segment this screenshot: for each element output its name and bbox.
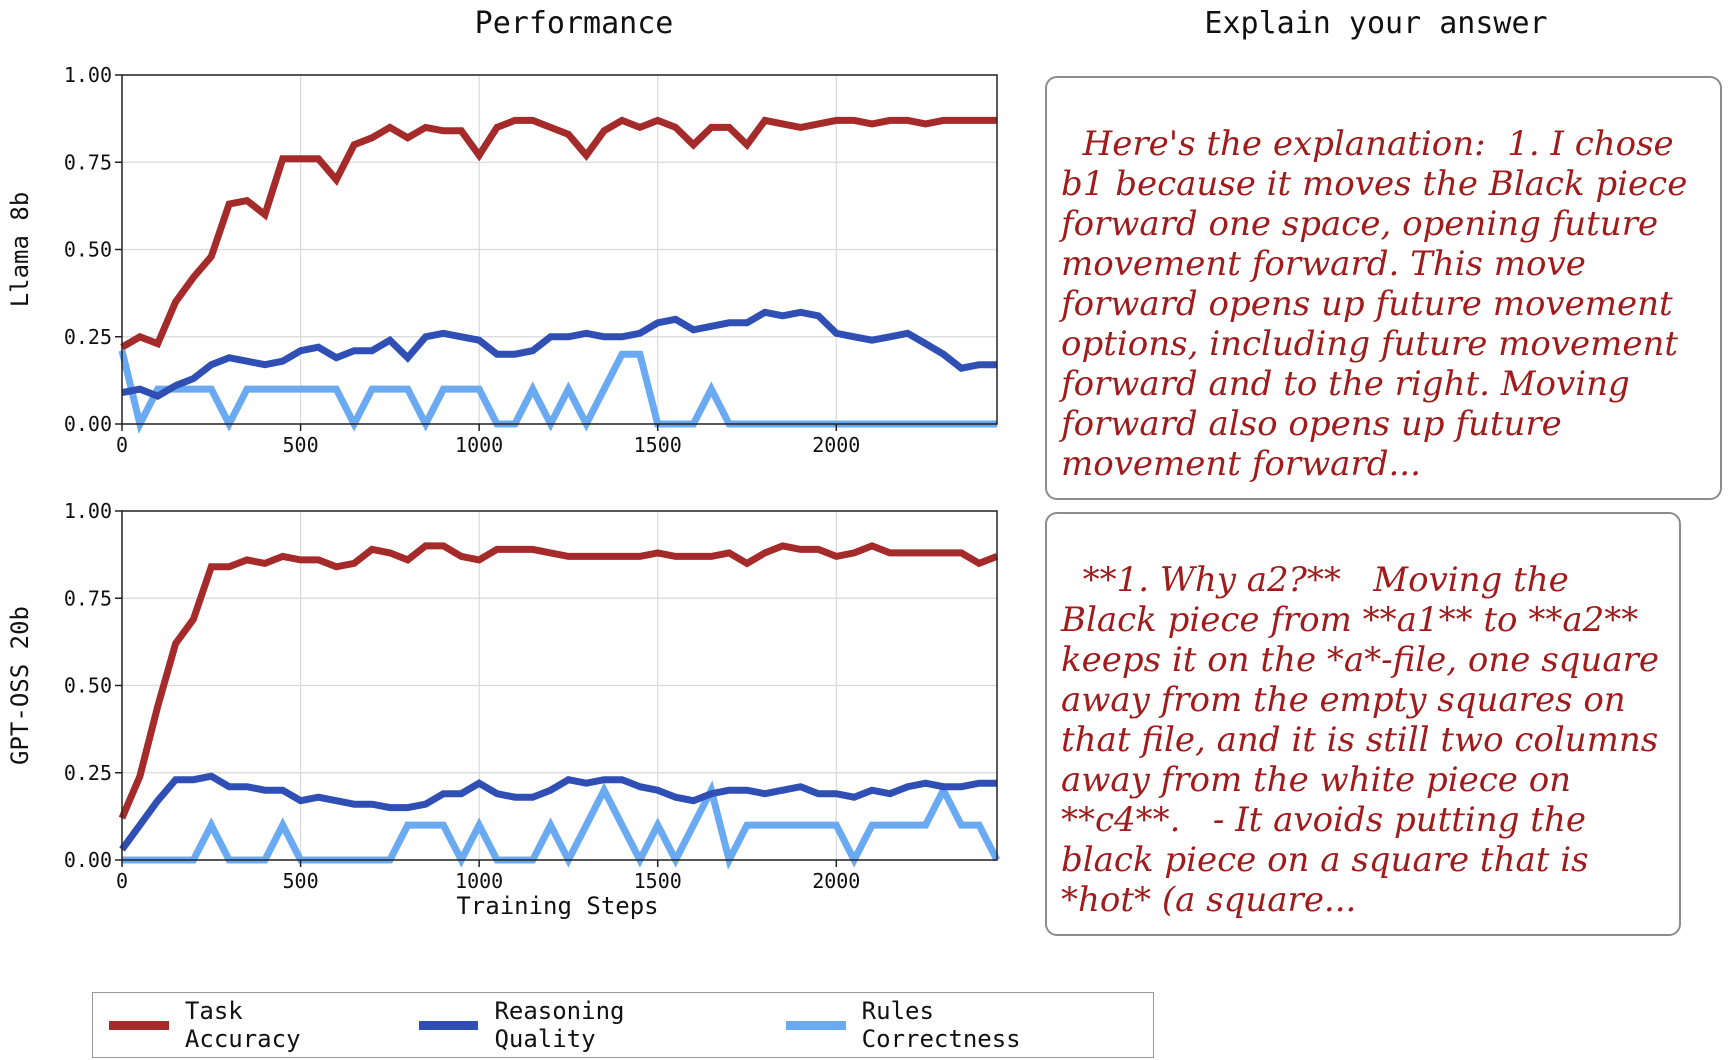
series-line-rules-correctness-gpt-oss-20b [122,780,1001,870]
y-tick-label: 0.00 [64,848,112,872]
legend-swatch-task-accuracy [109,1020,169,1030]
x-tick-label: 1000 [455,433,503,457]
legend-item-rules-correctness: Rules Correctness [785,997,1107,1053]
x-tick-label: 2000 [812,433,860,457]
y-tick-label: 0.00 [64,412,112,436]
y-tick-label: 0.50 [64,238,112,262]
series-line-reasoning-quality-gpt-oss-20b [119,772,997,852]
legend-label-task-accuracy: Task Accuracy [184,997,301,1053]
y-tick-label: 1.00 [64,499,112,523]
x-tick-label: 1000 [455,869,503,893]
legend-item-task-accuracy: Task Accuracy [109,997,373,1053]
series-line-reasoning-quality-llama-8b [121,308,997,400]
y-tick-label: 0.25 [64,761,112,785]
series-line-task-accuracy-llama-8b [120,116,997,351]
legend-swatch-rules-correctness [785,1020,846,1030]
y-tick-label: 0.50 [64,674,112,698]
legend-label-reasoning-quality: Reasoning Quality [494,997,625,1053]
y-tick-label: 1.00 [64,63,112,87]
legend-label-rules-correctness: Rules Correctness [861,997,1021,1053]
y-tick-label: 0.75 [64,586,112,610]
x-tick-label: 500 [283,433,319,457]
x-tick-label: 0 [116,433,128,457]
y-tick-label: 0.25 [64,325,112,349]
x-tick-label: 1500 [634,869,682,893]
explanation-llama-8b: Here's the explanation: 1. I chose b1 be… [1045,76,1722,500]
plot-llama-8b: 0.00 0.25 0.50 0.75 1.00 0 500 1000 1500 2000 Llam… [6,63,998,457]
x-tick-label: 1500 [634,433,682,457]
x-tick-label: 0 [116,869,128,893]
performance-header: Performance [475,6,674,41]
legend: Task Accuracy Reasoning Quality Rules Co… [92,992,1154,1058]
explain-header: Explain your answer [1204,6,1547,41]
legend-swatch-reasoning-quality [418,1020,479,1030]
explanation-gpt-oss-20b: **1. Why a2?** Moving the Black piece fr… [1045,512,1681,936]
plot-gpt-oss-20b: 0.00 0.25 0.50 0.75 1.00 0 500 1000 1500 2000 GPT-… [6,499,1001,920]
y-axis-label: Llama 8b [6,192,34,308]
x-tick-label: 2000 [812,869,860,893]
y-axis-label: GPT-OSS 20b [6,606,34,765]
legend-item-reasoning-quality: Reasoning Quality [418,997,740,1053]
explanation-llama-8b-text: Here's the explanation: 1. I chose b1 be… [1061,124,1699,484]
x-tick-label: 500 [283,869,319,893]
y-tick-label: 0.75 [64,150,112,174]
x-axis-label: Training Steps [456,892,658,920]
explanation-gpt-oss-20b-text: **1. Why a2?** Moving the Black piece fr… [1061,560,1670,920]
series-line-task-accuracy-gpt-oss-20b [118,542,999,820]
